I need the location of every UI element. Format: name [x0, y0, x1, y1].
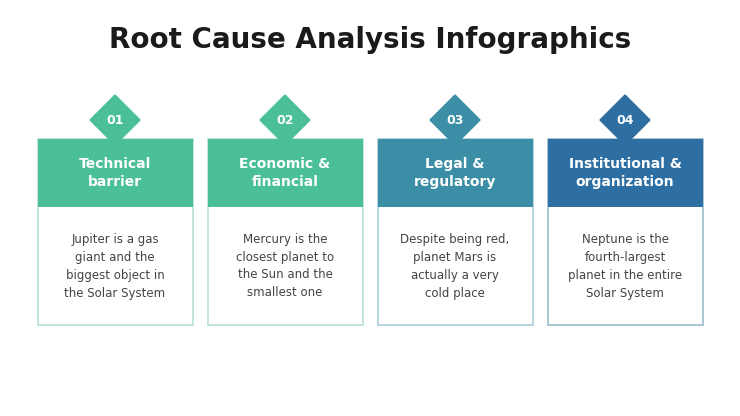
Polygon shape [430, 95, 480, 145]
Bar [207, 139, 363, 325]
Text: Economic &
financial: Economic & financial [240, 157, 331, 188]
Text: Neptune is the
fourth-largest
planet in the entire
Solar System: Neptune is the fourth-largest planet in … [568, 233, 682, 300]
Polygon shape [90, 95, 140, 145]
Bar [38, 139, 192, 325]
Text: 01: 01 [107, 114, 124, 126]
Bar [207, 139, 363, 207]
Text: 02: 02 [276, 114, 294, 126]
Bar [377, 139, 533, 207]
Text: 04: 04 [616, 114, 633, 126]
Bar [548, 139, 702, 207]
Text: Legal &
regulatory: Legal & regulatory [414, 157, 497, 188]
Text: Mercury is the
closest planet to
the Sun and the
smallest one: Mercury is the closest planet to the Sun… [236, 233, 334, 300]
Text: Root Cause Analysis Infographics: Root Cause Analysis Infographics [109, 26, 631, 54]
Text: Jupiter is a gas
giant and the
biggest object in
the Solar System: Jupiter is a gas giant and the biggest o… [64, 233, 166, 300]
Text: Technical
barrier: Technical barrier [79, 157, 151, 188]
Bar [377, 139, 533, 325]
Text: 03: 03 [446, 114, 464, 126]
Polygon shape [600, 95, 650, 145]
Bar [38, 139, 192, 207]
Polygon shape [260, 95, 310, 145]
Text: Despite being red,
planet Mars is
actually a very
cold place: Despite being red, planet Mars is actual… [400, 233, 510, 300]
Bar [548, 139, 702, 325]
Text: Institutional &
organization: Institutional & organization [568, 157, 682, 188]
